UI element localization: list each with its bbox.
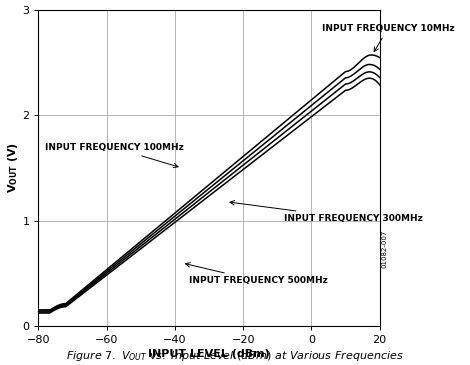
- X-axis label: INPUT LEVEL (dBm): INPUT LEVEL (dBm): [148, 349, 270, 360]
- Text: $\it{Figure\ 7.\ V_{OUT}\ vs.\ Input\ Level\ (dBm)\ at\ Various\ Frequencies}$: $\it{Figure\ 7.\ V_{OUT}\ vs.\ Input\ Le…: [66, 349, 404, 363]
- Text: INPUT FREQUENCY 500MHz: INPUT FREQUENCY 500MHz: [186, 263, 327, 285]
- Text: INPUT FREQUENCY 300MHz: INPUT FREQUENCY 300MHz: [230, 201, 423, 223]
- Y-axis label: $\mathbf{V_{OUT}}$ (V): $\mathbf{V_{OUT}}$ (V): [6, 142, 20, 193]
- Text: 01082-007: 01082-007: [382, 230, 388, 268]
- Text: INPUT FREQUENCY 10MHz: INPUT FREQUENCY 10MHz: [321, 24, 454, 51]
- Text: INPUT FREQUENCY 100MHz: INPUT FREQUENCY 100MHz: [45, 143, 184, 168]
